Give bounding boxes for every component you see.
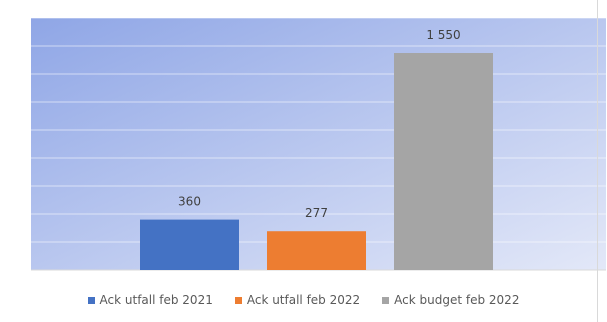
legend-label-0: Ack utfall feb 2021 [99, 293, 213, 307]
data-labels: 360 277 1 550 [178, 28, 461, 220]
plot-area [31, 18, 606, 270]
data-label-1: 277 [305, 206, 328, 220]
legend-item-1: Ack utfall feb 2022 [234, 293, 361, 307]
legend: Ack utfall feb 2021 Ack utfall feb 2022 … [0, 293, 607, 307]
chart-frame-edge [597, 0, 598, 322]
bar-1 [267, 231, 366, 270]
legend-swatch-1 [234, 296, 242, 304]
legend-swatch-2 [382, 296, 390, 304]
data-label-0: 360 [178, 195, 201, 209]
legend-swatch-0 [87, 296, 95, 304]
bar-2 [394, 53, 493, 270]
legend-label-1: Ack utfall feb 2022 [246, 293, 361, 307]
legend-item-0: Ack utfall feb 2021 [87, 293, 213, 307]
legend-item-2: Ack budget feb 2022 [382, 293, 519, 307]
legend-label-2: Ack budget feb 2022 [394, 293, 520, 307]
bars [140, 53, 493, 270]
data-label-2: 1 550 [426, 28, 460, 42]
bar-0 [140, 219, 239, 270]
